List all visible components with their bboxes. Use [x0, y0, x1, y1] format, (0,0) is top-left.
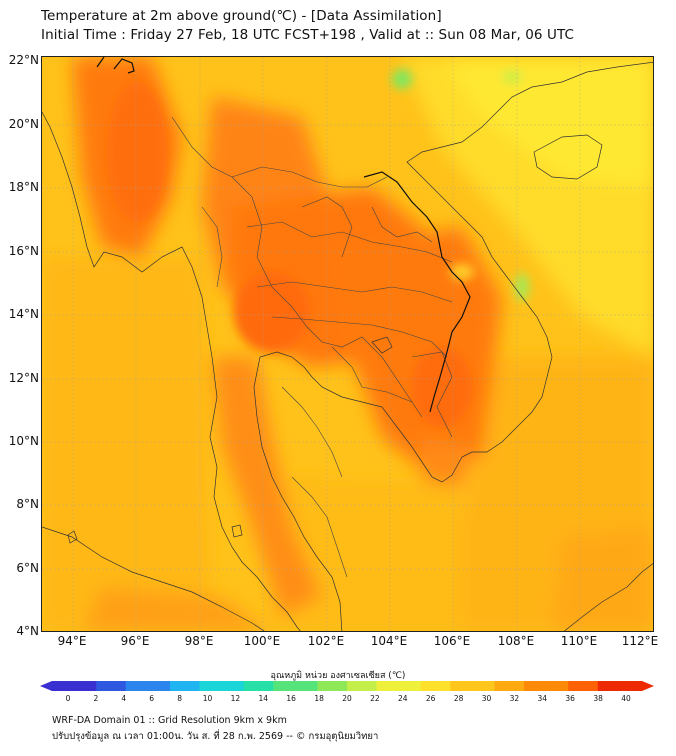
country-border	[96, 57, 471, 413]
colorbar-tick-label: 36	[565, 694, 575, 703]
colorbar-segment	[199, 681, 215, 691]
colorbar-segment	[66, 681, 82, 691]
lat-label: 4°N	[16, 624, 39, 638]
colorbar-max-arrow	[642, 681, 654, 691]
colorbar-tick-label: 32	[509, 694, 520, 703]
coastlines	[42, 61, 653, 631]
colorbar-segment	[302, 681, 318, 691]
colorbar-tick-label: 34	[537, 694, 548, 703]
colorbar-segment	[317, 681, 333, 691]
colorbar-segment	[376, 681, 392, 691]
colorbar-tick-label: 6	[149, 694, 155, 703]
colorbar-segment	[597, 681, 613, 691]
colorbar-segment	[229, 681, 245, 691]
colorbar-segment	[450, 681, 466, 691]
map-title: Temperature at 2m above ground(℃) - [Dat…	[41, 8, 442, 24]
lon-label: 94°E	[57, 634, 87, 648]
colorbar-segment	[273, 681, 289, 691]
lat-label: 14°N	[8, 307, 39, 321]
colorbar-segment	[52, 681, 68, 691]
admin-borders	[171, 116, 453, 578]
colorbar-segment	[170, 681, 186, 691]
colorbar-tick-label: 14	[258, 694, 269, 703]
temperature-highlights	[107, 69, 529, 427]
colorbar-tick-label: 28	[453, 694, 464, 703]
lat-label: 16°N	[8, 244, 39, 258]
lon-label: 106°E	[433, 634, 471, 648]
colorbar-segment	[509, 681, 525, 691]
colorbar-segment	[361, 681, 377, 691]
colorbar-segment	[553, 681, 569, 691]
lat-label: 22°N	[8, 53, 39, 67]
lat-label: 6°N	[16, 561, 39, 575]
colorbar-tick-label: 2	[93, 694, 99, 703]
colorbar-tick-label: 24	[398, 694, 408, 703]
colorbar-tick-label: 30	[481, 694, 492, 703]
lon-label: 104°E	[370, 634, 408, 648]
colorbar-segment	[332, 681, 348, 691]
colorbar-segment	[140, 681, 156, 691]
colorbar-segment	[184, 681, 200, 691]
temperature-shading	[42, 57, 653, 631]
colorbar-tick-label: 0	[65, 694, 71, 703]
lon-label: 98°E	[184, 634, 214, 648]
colorbar-segment	[583, 681, 599, 691]
lon-label: 112°E	[621, 634, 659, 648]
lat-label: 20°N	[8, 117, 39, 131]
colorbar-tick-label: 12	[230, 694, 241, 703]
colorbar-segment	[420, 681, 436, 691]
colorbar-tick-label: 8	[177, 694, 182, 703]
colorbar-tick-label: 4	[121, 694, 127, 703]
footer-model-info: WRF-DA Domain 01 :: Grid Resolution 9km …	[52, 715, 287, 726]
colorbar-segment	[538, 681, 554, 691]
colorbar-segment	[524, 681, 540, 691]
lat-label: 10°N	[8, 434, 39, 448]
colorbar-segment	[214, 681, 230, 691]
colorbar-tick-label: 10	[202, 694, 213, 703]
colorbar-segment	[435, 681, 451, 691]
temperature-map	[41, 56, 654, 632]
colorbar-segment	[243, 681, 259, 691]
colorbar-tick-label: 26	[425, 694, 436, 703]
lon-label: 96°E	[120, 634, 150, 648]
colorbar	[40, 681, 654, 691]
lon-label: 100°E	[243, 634, 281, 648]
footer-update-info: ปรับปรุงข้อมูล ณ เวลา 01:00น. วัน ส. ที่…	[52, 731, 379, 742]
colorbar-segment	[347, 681, 363, 691]
lon-label: 110°E	[560, 634, 598, 648]
lon-label: 108°E	[497, 634, 535, 648]
colorbar-tick-label: 20	[342, 694, 352, 703]
colorbar-segment	[612, 681, 628, 691]
colorbar-segment	[494, 681, 510, 691]
colorbar-segment	[465, 681, 481, 691]
colorbar-segment	[568, 681, 584, 691]
colorbar-tick-label: 38	[593, 694, 603, 703]
temperature-field	[42, 57, 653, 631]
colorbar-segment	[406, 681, 422, 691]
lat-label: 18°N	[8, 180, 39, 194]
colorbar-tick-label: 40	[621, 694, 631, 703]
colorbar-segment	[155, 681, 171, 691]
colorbar-segment	[391, 681, 407, 691]
colorbar-segment	[111, 681, 127, 691]
colorbar-min-arrow	[40, 681, 52, 691]
colorbar-tick-label: 16	[286, 694, 296, 703]
colorbar-segment	[258, 681, 274, 691]
colorbar-title: อุณหภูมิ หน่วย องศาเซลเซียส (℃)	[270, 671, 406, 681]
lon-label: 102°E	[307, 634, 345, 648]
colorbar-segment	[81, 681, 97, 691]
map-subtitle: Initial Time : Friday 27 Feb, 18 UTC FCS…	[41, 27, 575, 43]
lat-label: 8°N	[16, 497, 39, 511]
colorbar-segment	[125, 681, 141, 691]
colorbar-tick-label: 22	[370, 694, 380, 703]
lat-label: 12°N	[8, 371, 39, 385]
graticule	[42, 57, 653, 631]
colorbar-segment	[479, 681, 495, 691]
colorbar-segment	[288, 681, 304, 691]
colorbar-tick-label: 18	[314, 694, 324, 703]
colorbar-segment	[96, 681, 112, 691]
colorbar-segment	[627, 681, 643, 691]
